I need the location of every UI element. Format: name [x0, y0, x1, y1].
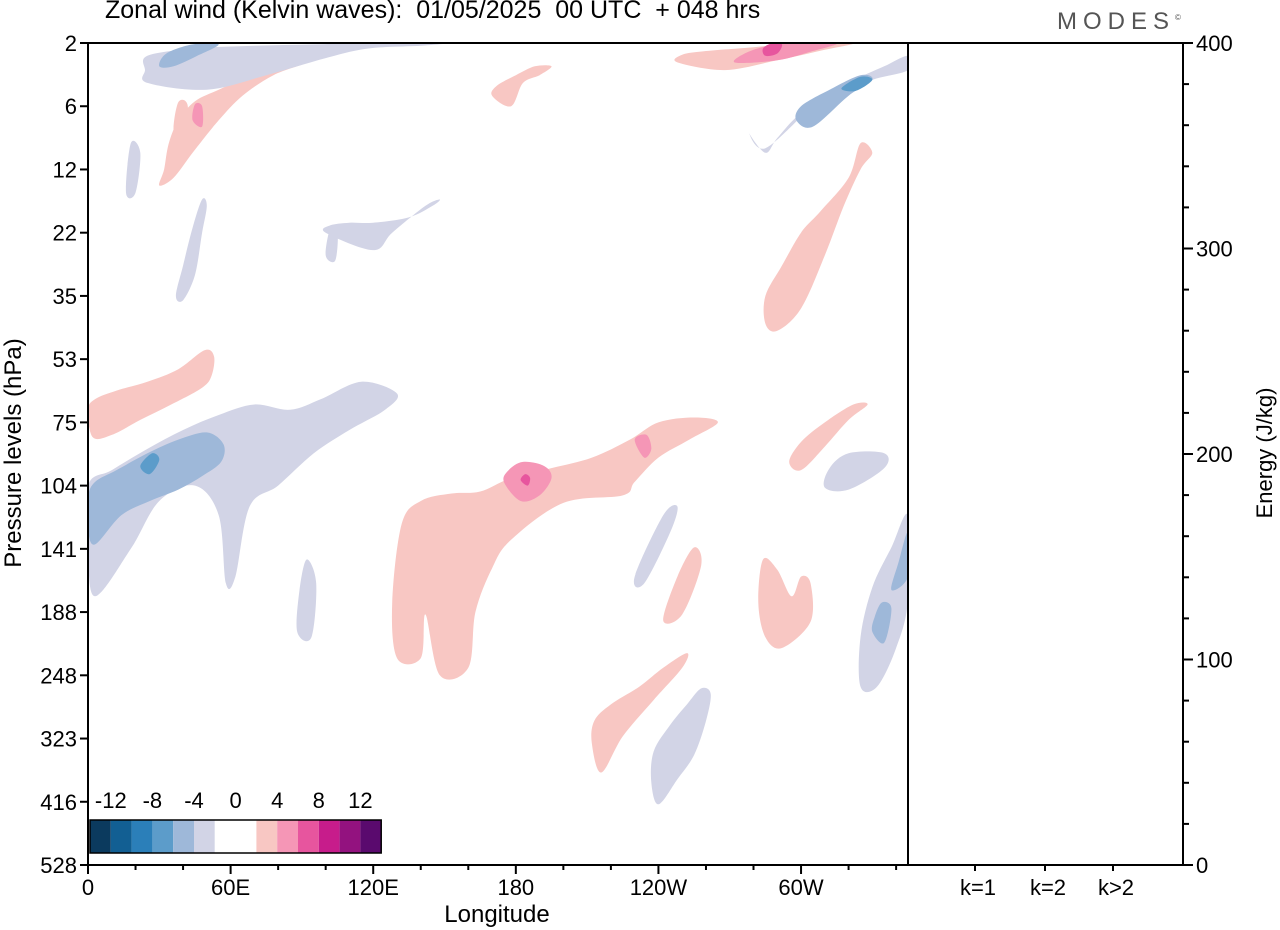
contour-blue-lower-diag-2	[650, 687, 711, 805]
contour-pink-right-lower	[758, 557, 814, 649]
y-tick-label: 53	[53, 347, 77, 372]
contour-pink-right-column	[763, 142, 873, 332]
y-tick-label: 141	[40, 537, 77, 562]
x-tick-label: 60E	[211, 875, 250, 900]
energy-tick-label: 300	[1196, 237, 1233, 262]
contour-blue-upper-left-small	[125, 140, 141, 199]
x-tick-label: 120E	[348, 875, 399, 900]
colorbar-label: -8	[143, 788, 163, 813]
contour-pink-main-equator	[391, 417, 718, 680]
contour-blue-lower-diag-core	[140, 453, 160, 475]
y-tick-label: 188	[40, 600, 77, 625]
x-tick-label: 60W	[778, 875, 823, 900]
energy-bar	[1023, 864, 1067, 865]
colorbar-label: 12	[348, 788, 372, 813]
colorbar-swatch	[131, 820, 153, 853]
colorbar-swatch	[256, 820, 278, 853]
y-tick-label: 12	[53, 157, 77, 182]
energy-tick-label: 400	[1196, 31, 1233, 56]
colorbar-swatch	[277, 820, 298, 853]
y-tick-label: 2	[65, 31, 77, 56]
x-tick-label: 180	[497, 875, 534, 900]
contour-pink-top-right-core-2	[762, 43, 783, 57]
energy-axis-label: Energy (J/kg)	[1252, 388, 1277, 519]
brand-mark: ©	[1175, 13, 1181, 22]
contour-blue-upper-mid	[322, 199, 441, 251]
y-tick-label: 35	[53, 284, 77, 309]
energy-bar	[1091, 864, 1135, 865]
wind-contours	[88, 43, 908, 805]
colorbar-label: -4	[184, 788, 204, 813]
contour-pink-main-core-2	[520, 474, 531, 486]
contour-pink-top-left-core	[192, 102, 204, 128]
contour-blue-small-streak	[296, 559, 317, 642]
colorbar-label: 8	[313, 788, 325, 813]
contour-blue-120w-streak	[633, 504, 678, 588]
y-tick-label: 6	[65, 94, 77, 119]
energy-cat-label: k>2	[1098, 875, 1134, 900]
y-tick-label: 323	[40, 727, 77, 752]
energy-bar	[953, 864, 997, 865]
colorbar-swatch	[152, 820, 174, 853]
colorbar-swatch	[194, 820, 215, 853]
contour-pink-120w-streak	[663, 547, 702, 624]
contour-pink-right-mid	[789, 402, 868, 471]
colorbar-label: -12	[95, 788, 127, 813]
colorbar-swatch	[235, 820, 257, 853]
energy-cat-label: k=2	[1030, 875, 1066, 900]
colorbar-swatch	[110, 820, 132, 853]
energy-tick-label: 100	[1196, 648, 1233, 673]
colorbar: -12 -8 -4 0 4 8 12	[86, 786, 386, 862]
contour-blue-upper-left-col	[175, 198, 207, 302]
x-axis-label: Longitude	[444, 901, 549, 928]
colorbar-frame	[89, 819, 382, 854]
contour-blue-right-mid	[823, 451, 889, 492]
contour-blue-upper-mid-2	[325, 226, 338, 263]
contour-pink-mid-band	[88, 349, 215, 440]
y-axis-label: Pressure levels (hPa)	[0, 338, 27, 567]
contour-pink-120w-core	[634, 434, 652, 458]
brand-logo: MODES©	[1057, 8, 1181, 36]
contour-blue-lower-diag	[88, 381, 398, 597]
contour-pink-top-left-1	[158, 55, 309, 186]
chart-title: Zonal wind (Kelvin waves): 01/05/2025 00…	[105, 0, 761, 24]
contour-pink-lower-diag	[591, 653, 689, 773]
energy-tick-label: 0	[1196, 853, 1208, 878]
colorbar-swatch	[214, 820, 236, 853]
y-tick-label: 104	[40, 474, 77, 499]
colorbar-swatch	[318, 820, 340, 853]
energy-cat-label: k=1	[960, 875, 996, 900]
colorbar-label: 4	[271, 788, 283, 813]
colorbar-swatch	[173, 820, 194, 853]
energy-frame	[907, 42, 1184, 866]
contour-blue-lower-diag-mid	[88, 432, 225, 545]
contour-pink-top-center	[491, 65, 552, 107]
contour-pink-upper-left-small	[173, 99, 188, 145]
colorbar-swatch	[298, 820, 319, 853]
x-tick-label: 120W	[630, 875, 688, 900]
x-tick-label: 0	[82, 875, 94, 900]
y-tick-label: 528	[40, 853, 77, 878]
contour-blue-upper-right-core-2	[841, 76, 873, 92]
y-tick-label: 75	[53, 410, 77, 435]
contour-blue-top-left	[142, 43, 447, 90]
y-tick-label: 248	[40, 663, 77, 688]
contour-blue-right-lower-core-2	[891, 531, 908, 591]
y-tick-label: 416	[40, 790, 77, 815]
energy-tick-label: 200	[1196, 442, 1233, 467]
contour-blue-top-left-core	[159, 43, 219, 68]
contour-pink-top-right-core	[733, 43, 838, 64]
colorbar-swatch	[360, 820, 382, 853]
brand-name: MODES	[1057, 8, 1176, 35]
colorbar-swatch	[339, 820, 361, 853]
contour-blue-right-lower-core	[871, 601, 892, 644]
y-tick-label: 22	[53, 221, 77, 246]
colorbar-label: 0	[229, 788, 241, 813]
colorbar-swatch	[90, 820, 111, 853]
